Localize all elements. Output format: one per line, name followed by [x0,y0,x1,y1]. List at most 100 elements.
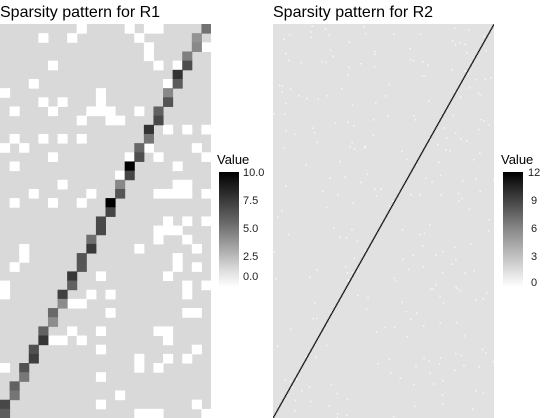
heatmap-r2-diagonal-cell [319,333,321,335]
heatmap-r2-diagonal-cell [382,221,384,224]
heatmap-r2-diagonal-cell [362,257,364,259]
heatmap-r1-zero-cell [201,280,211,291]
heatmap-r2-diagonal-cell [382,220,385,222]
heatmap-r2-sparse-dot [437,143,439,146]
heatmap-r2-diagonal-cell [442,114,444,116]
heatmap-r2-diagonal-cell [284,396,286,398]
heatmap-r2-sparse-dot [296,378,298,380]
heatmap-r2-sparse-dot [455,286,457,288]
legend-r2-tick-12: 12 [528,167,541,179]
heatmap-r2-diagonal-cell [290,384,293,386]
heatmap-r2-sparse-dot [380,188,382,191]
heatmap-r2-diagonal-cell [281,401,283,404]
heatmap-r2-sparse-dot [367,296,369,299]
heatmap-r2-sparse-dot [284,52,287,55]
heatmap-r2-diagonal-cell [446,107,448,109]
heatmap-r2-sparse-dot [439,174,442,177]
heatmap-r2-diagonal-cell [460,81,463,83]
heatmap-r2-sparse-dot [405,158,408,161]
heatmap-r2-sparse-dot [475,178,477,181]
heatmap-r1 [0,24,211,418]
legend-r2-colorbar [503,172,523,287]
heatmap-r2-diagonal-cell [480,47,482,49]
heatmap-r2-sparse-dot [481,348,484,351]
heatmap-r2-diagonal-cell [428,138,430,141]
heatmap-r2-diagonal-cell [473,58,475,61]
heatmap-r2-sparse-dot [454,132,457,134]
heatmap-r2-diagonal-cell [448,103,450,105]
heatmap-r2-sparse-dot [483,35,485,38]
heatmap-r1-zero-cell [86,188,97,199]
heatmap-r1-zero-cell [153,225,164,236]
heatmap-r2-sparse-dot [414,405,416,408]
heatmap-r2-diagonal-cell [402,184,405,187]
heatmap-r2-sparse-dot [276,345,279,348]
heatmap-r2-diagonal-cell [411,169,414,171]
heatmap-r2-sparse-dot [479,190,482,193]
heatmap-r1-diagonal-cell [67,271,78,282]
heatmap-r2-sparse-dot [459,96,462,99]
heatmap-r2-sparse-dot [475,78,478,81]
heatmap-r2-diagonal-cell [321,330,323,333]
heatmap-r2-diagonal-cell [396,195,399,197]
heatmap-r2-sparse-dot [289,381,292,383]
heatmap-r2-diagonal-cell [457,87,459,90]
heatmap-r2-diagonal-cell [298,370,301,372]
heatmap-r2-sparse-dot [372,134,375,137]
heatmap-r1-diagonal-cell [19,372,30,382]
heatmap-r2-diagonal-cell [491,27,493,29]
heatmap-r2-sparse-dot [373,65,376,68]
heatmap-r2-diagonal-cell [320,332,322,334]
heatmap-r2-sparse-dot [443,127,445,129]
heatmap-r2-sparse-dot [332,227,335,230]
heatmap-r1-zero-cell [47,60,59,71]
heatmap-r2-sparse-dot [488,218,491,221]
heatmap-r2-sparse-dot [409,318,412,321]
heatmap-r2-diagonal-cell [286,392,288,394]
heatmap-r2-sparse-dot [419,233,421,236]
heatmap-r2-diagonal-cell [299,368,302,371]
heatmap-r2-diagonal-cell [466,70,469,73]
heatmap-r2-sparse-dot [388,358,391,361]
heatmap-r1-diagonal-cell [105,198,116,208]
heatmap-r2-diagonal-cell [276,409,279,411]
heatmap-r1-zero-cell [191,262,202,272]
heatmap-r2-diagonal-cell [395,198,397,200]
heatmap-r2-diagonal-cell [318,334,321,337]
heatmap-r2-diagonal-cell [416,161,418,163]
heatmap-r1-zero-cell [153,24,164,34]
heatmap-r2-diagonal-cell [449,100,452,103]
heatmap-r2-diagonal-cell [301,366,303,368]
heatmap-r2-sparse-dot [482,297,484,300]
heatmap-r2-sparse-dot [363,25,365,28]
heatmap-r2-diagonal-cell [423,148,425,150]
heatmap-r2-diagonal-cell [356,267,358,270]
heatmap-r2-diagonal-cell [404,182,406,184]
heatmap-r2-sparse-dot [293,133,296,136]
heatmap-r2-diagonal-cell [410,171,412,174]
heatmap-r1-zero-cell [134,353,145,364]
heatmap-r1-zero-cell [47,335,59,346]
heatmap-r1-zero-cell [201,152,211,162]
heatmap-r2-diagonal-cell [493,24,494,25]
heatmap-r2-sparse-dot [421,245,424,247]
heatmap-r2-sparse-dot [442,250,445,253]
heatmap-r2-sparse-dot [415,365,417,368]
heatmap-r2-sparse-dot [390,372,392,374]
heatmap-r1-diagonal-cell [47,308,59,318]
heatmap-r2-sparse-dot [388,83,390,86]
heatmap-r2-diagonal-cell [482,43,484,45]
heatmap-r2-sparse-dot [429,224,431,226]
heatmap-r2-diagonal-cell [360,259,363,262]
heatmap-r2-diagonal-cell [365,251,367,254]
legend-r1-tick-2_5: 2.5 [243,251,259,263]
heatmap-r2-diagonal-cell [323,326,325,329]
heatmap-r2-diagonal-cell [466,71,468,74]
heatmap-r1-zero-cell [0,280,11,291]
heatmap-r2-sparse-dot [413,383,415,386]
heatmap-r2-diagonal-cell [349,279,352,281]
heatmap-r2-sparse-dot [325,206,328,209]
heatmap-r2-sparse-dot [445,136,448,139]
heatmap-r2-diagonal-cell [346,284,349,287]
heatmap-r2-sparse-dot [391,200,394,203]
